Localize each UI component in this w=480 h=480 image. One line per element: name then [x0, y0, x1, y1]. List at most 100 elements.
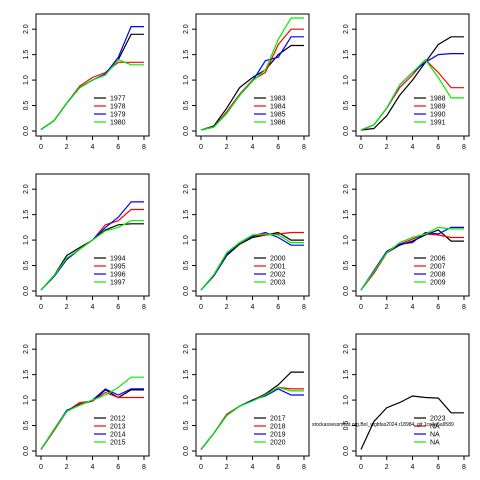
- y-tick-label: 0.5: [183, 101, 190, 111]
- watermark-text: stockassessment.org,Bol_wgbfas2024,r1898…: [312, 422, 454, 428]
- y-tick-label: 1.5: [343, 370, 350, 380]
- y-tick-label: 2.0: [343, 184, 350, 194]
- x-tick-label: 2: [385, 144, 389, 151]
- legend-label: 1980: [110, 120, 126, 127]
- x-tick-label: 2: [65, 144, 69, 151]
- y-tick-label: 1.5: [23, 370, 30, 380]
- legend-label: 2020: [270, 440, 286, 447]
- x-tick-label: 4: [411, 304, 415, 311]
- series-line-1990: [360, 52, 464, 131]
- legend-label: 2023: [430, 416, 446, 423]
- y-tick-label: 1.5: [23, 210, 30, 220]
- legend-label: 2014: [110, 432, 126, 439]
- y-tick-label: 0.5: [343, 261, 350, 271]
- legend-label: 2009: [430, 280, 446, 287]
- legend-label: 1978: [110, 104, 126, 111]
- legend-label: 2001: [270, 264, 286, 271]
- x-tick-label: 0: [199, 304, 203, 311]
- series-line-2017: [200, 371, 304, 450]
- series-line-1978: [40, 61, 144, 130]
- y-tick-label: 0.0: [183, 286, 190, 296]
- legend-label: 1991: [430, 120, 446, 127]
- series-line-2013: [40, 391, 144, 450]
- y-tick-label: 1.0: [343, 75, 350, 85]
- legend-label: 2006: [430, 256, 446, 263]
- series-line-2019: [200, 388, 304, 450]
- series-line-1986: [200, 17, 304, 131]
- x-tick-label: 4: [411, 464, 415, 471]
- x-tick-label: 0: [39, 464, 43, 471]
- x-tick-label: 0: [359, 144, 363, 151]
- legend-label: 1983: [270, 96, 286, 103]
- x-tick-label: 0: [199, 144, 203, 151]
- x-tick-label: 8: [142, 304, 146, 311]
- y-tick-label: 2.0: [183, 344, 190, 354]
- series-line-1984: [200, 28, 304, 131]
- x-tick-label: 0: [39, 144, 43, 151]
- series-line-2012: [40, 389, 144, 450]
- legend-label: 2017: [270, 416, 286, 423]
- x-tick-label: 6: [116, 464, 120, 471]
- y-tick-label: 1.5: [183, 210, 190, 220]
- series-line-1997: [40, 220, 144, 291]
- x-tick-label: 6: [276, 304, 280, 311]
- legend-label: 1994: [110, 256, 126, 263]
- series-line-2003: [200, 233, 304, 291]
- legend-label: 1995: [110, 264, 126, 271]
- plot-frame: [355, 173, 470, 297]
- x-tick-label: 4: [411, 144, 415, 151]
- x-tick-label: 8: [462, 144, 466, 151]
- x-tick-label: 2: [385, 304, 389, 311]
- x-tick-label: 0: [359, 304, 363, 311]
- legend-label: 1977: [110, 96, 126, 103]
- y-tick-label: 0.0: [23, 446, 30, 456]
- x-tick-label: 2: [225, 304, 229, 311]
- y-tick-label: 1.5: [23, 50, 30, 60]
- x-tick-label: 8: [462, 464, 466, 471]
- y-tick-label: 0.0: [343, 286, 350, 296]
- legend-label: NA: [430, 424, 440, 431]
- series-line-1983: [200, 44, 304, 131]
- series-line-1996: [40, 201, 144, 291]
- y-tick-label: 0.5: [23, 101, 30, 111]
- series-line-2018: [200, 386, 304, 450]
- series-line-1994: [40, 223, 144, 291]
- legend-label: 2007: [430, 264, 446, 271]
- series-line-2008: [360, 226, 464, 291]
- legend-label: 2000: [270, 256, 286, 263]
- y-tick-label: 0.5: [343, 101, 350, 111]
- y-tick-label: 1.0: [183, 395, 190, 405]
- legend-label: 1985: [270, 112, 286, 119]
- y-tick-label: 2.0: [23, 24, 30, 34]
- x-tick-label: 8: [302, 304, 306, 311]
- x-tick-label: 8: [142, 464, 146, 471]
- legend-label: 2015: [110, 440, 126, 447]
- x-tick-label: 8: [302, 464, 306, 471]
- x-tick-label: 2: [225, 464, 229, 471]
- y-tick-label: 1.0: [343, 395, 350, 405]
- series-line-2009: [360, 226, 464, 291]
- x-tick-label: 6: [436, 144, 440, 151]
- x-tick-label: 6: [116, 304, 120, 311]
- y-tick-label: 1.0: [23, 395, 30, 405]
- x-tick-label: 4: [251, 144, 255, 151]
- series-line-1985: [200, 36, 304, 131]
- series-line-1977: [40, 33, 144, 130]
- y-tick-label: 1.0: [343, 235, 350, 245]
- x-tick-label: 2: [65, 464, 69, 471]
- plot-frame: [35, 333, 150, 457]
- y-tick-label: 1.5: [183, 370, 190, 380]
- plot-frame: [195, 13, 310, 137]
- x-tick-label: 2: [385, 464, 389, 471]
- y-tick-label: 0.0: [23, 286, 30, 296]
- series-line-1991: [360, 58, 464, 131]
- y-tick-label: 2.0: [343, 24, 350, 34]
- x-tick-label: 8: [142, 144, 146, 151]
- x-tick-label: 8: [302, 144, 306, 151]
